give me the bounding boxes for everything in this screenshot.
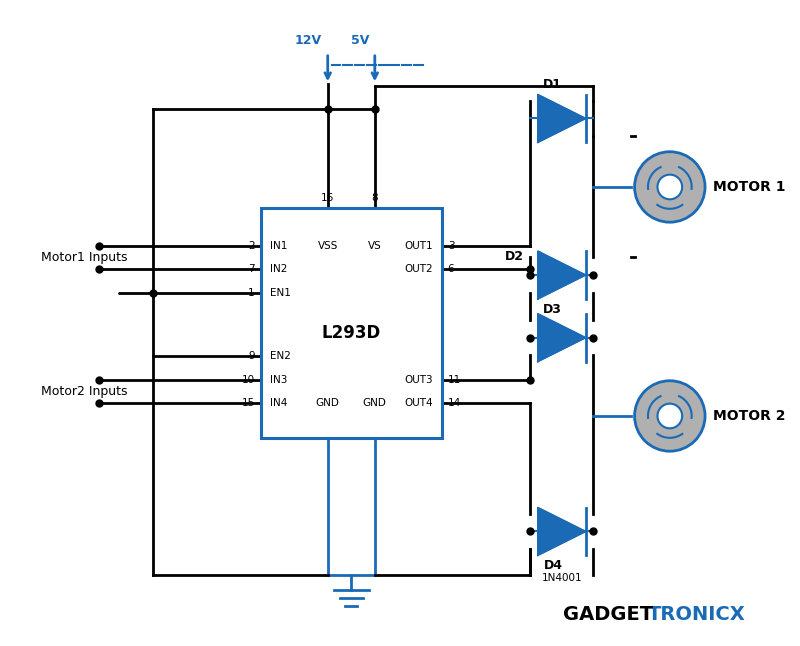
Text: MOTOR 1: MOTOR 1 bbox=[713, 180, 786, 194]
Text: OUT3: OUT3 bbox=[404, 375, 433, 385]
Text: 1N4001: 1N4001 bbox=[542, 572, 582, 583]
Text: 2: 2 bbox=[248, 241, 255, 251]
Text: Motor2 Inputs: Motor2 Inputs bbox=[41, 385, 127, 398]
Text: VSS: VSS bbox=[318, 241, 338, 251]
Text: D2: D2 bbox=[505, 250, 524, 264]
Polygon shape bbox=[538, 314, 586, 362]
Text: 11: 11 bbox=[448, 375, 461, 385]
Text: TRONICX: TRONICX bbox=[647, 605, 745, 625]
Text: 3: 3 bbox=[448, 241, 454, 251]
Text: IN2: IN2 bbox=[270, 264, 287, 274]
Text: 7: 7 bbox=[248, 264, 255, 274]
Circle shape bbox=[634, 152, 705, 222]
Text: GADGET: GADGET bbox=[562, 605, 653, 625]
Text: 12V: 12V bbox=[294, 34, 322, 47]
Text: EN2: EN2 bbox=[270, 351, 290, 361]
Text: IN1: IN1 bbox=[270, 241, 287, 251]
Polygon shape bbox=[538, 508, 586, 556]
Text: D3: D3 bbox=[542, 303, 562, 316]
Text: OUT2: OUT2 bbox=[404, 264, 433, 274]
Text: EN1: EN1 bbox=[270, 287, 290, 298]
Circle shape bbox=[658, 404, 682, 428]
Text: VS: VS bbox=[368, 241, 382, 251]
Text: OUT4: OUT4 bbox=[404, 398, 433, 408]
Text: 1: 1 bbox=[248, 287, 255, 298]
Text: 15: 15 bbox=[242, 398, 255, 408]
Text: IN4: IN4 bbox=[270, 398, 287, 408]
Circle shape bbox=[658, 174, 682, 200]
Text: 14: 14 bbox=[448, 398, 461, 408]
Text: MOTOR 2: MOTOR 2 bbox=[713, 409, 786, 423]
FancyBboxPatch shape bbox=[261, 209, 442, 439]
Text: D1: D1 bbox=[542, 78, 562, 91]
Text: GND: GND bbox=[363, 398, 386, 408]
Text: IN3: IN3 bbox=[270, 375, 287, 385]
Polygon shape bbox=[538, 94, 586, 142]
Circle shape bbox=[634, 380, 705, 451]
Text: 8: 8 bbox=[371, 193, 378, 203]
Text: OUT1: OUT1 bbox=[404, 241, 433, 251]
Text: 10: 10 bbox=[242, 375, 255, 385]
Text: 9: 9 bbox=[248, 351, 255, 361]
Polygon shape bbox=[538, 251, 586, 299]
Text: 6: 6 bbox=[448, 264, 454, 274]
Text: D4: D4 bbox=[544, 559, 563, 572]
Text: GND: GND bbox=[316, 398, 340, 408]
Text: 16: 16 bbox=[321, 193, 334, 203]
Text: L293D: L293D bbox=[322, 324, 381, 342]
Text: 5V: 5V bbox=[350, 34, 369, 47]
Text: Motor1 Inputs: Motor1 Inputs bbox=[41, 251, 127, 264]
